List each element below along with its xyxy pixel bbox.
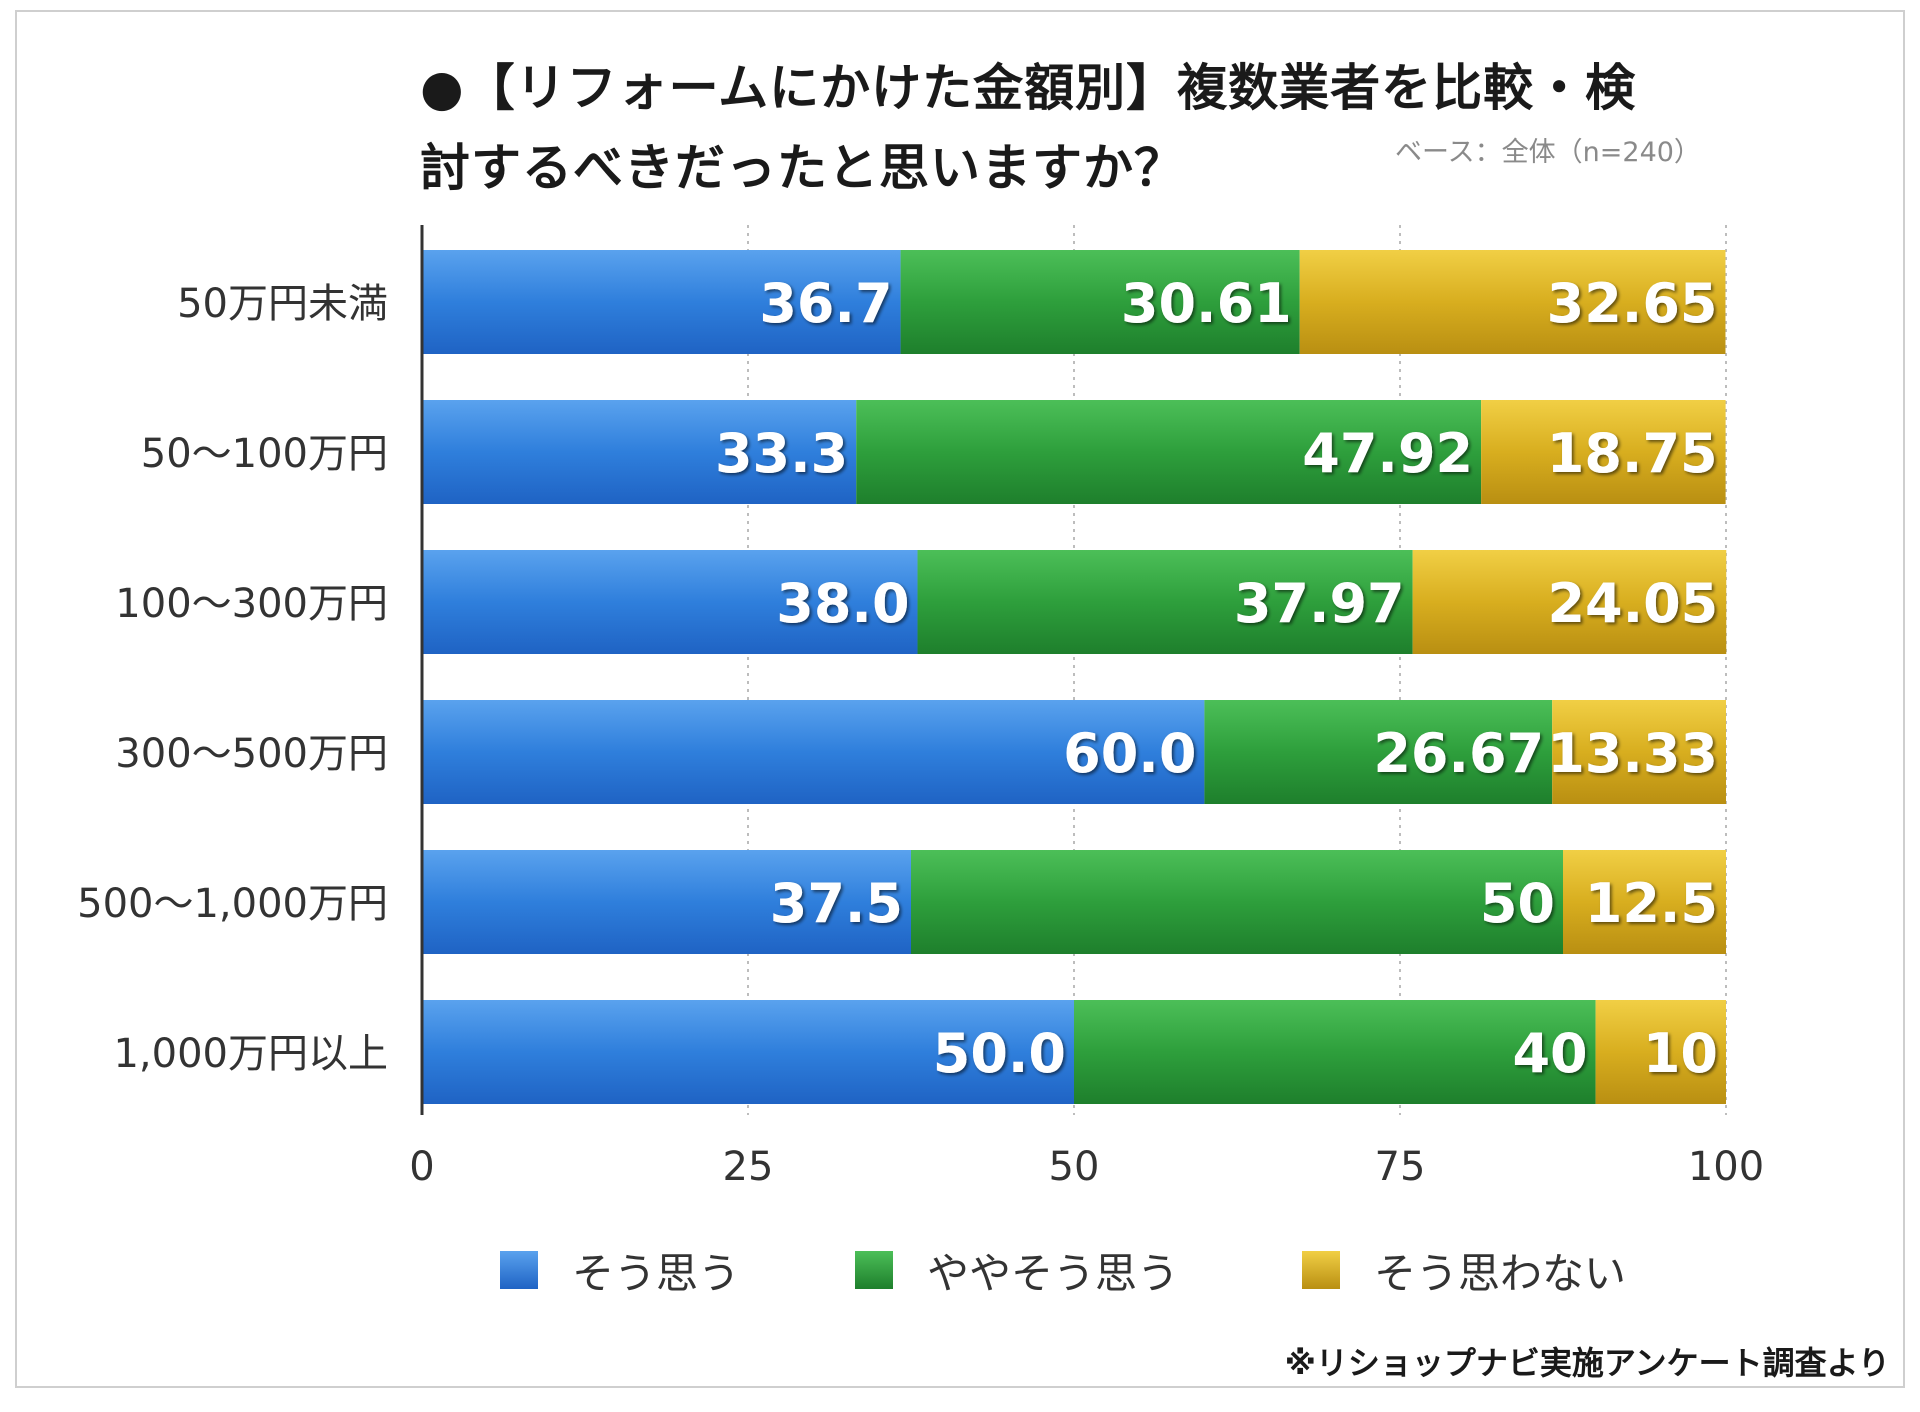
category-label: 1,000万円以上 [113, 1031, 388, 1077]
bar-seg-cat0-series2 [900, 250, 1300, 354]
data-label-cat5-series3: 10 [1643, 1022, 1718, 1085]
legend-swatch-series3 [1302, 1251, 1340, 1289]
data-label-cat2-series3: 24.05 [1547, 572, 1718, 635]
data-label-cat2-series1: 38.0 [776, 572, 909, 635]
data-label-cat5-series2: 40 [1512, 1022, 1587, 1085]
legend-item-sou-omowanai: そう思わない [1302, 1240, 1626, 1300]
bar-seg-cat5-series1 [422, 1000, 1074, 1104]
category-label: 500〜1,000万円 [77, 881, 388, 927]
data-label-cat4-series3: 12.5 [1585, 872, 1718, 935]
data-label-cat2-series2: 37.97 [1234, 572, 1405, 635]
bar-seg-cat3-series3 [1552, 700, 1726, 804]
bar-seg-cat1-series1 [422, 400, 857, 504]
chart-title-line1: ●【リフォームにかけた金額別】複数業者を比較・検 [420, 59, 1637, 117]
legend-swatch-series1 [500, 1251, 538, 1289]
base-note: ベース：全体（n=240） [1395, 137, 1701, 168]
legend-label-series2: ややそう思う [927, 1248, 1180, 1298]
chart-frame [15, 10, 1905, 1388]
data-label-cat5-series1: 50.0 [933, 1022, 1066, 1085]
bar-seg-cat1-series3 [1481, 400, 1726, 504]
category-label: 50万円未満 [177, 281, 388, 327]
legend-label-series3: そう思わない [1374, 1248, 1627, 1298]
legend-item-yaya-sou-omou: ややそう思う [855, 1240, 1179, 1300]
bar-seg-cat1-series2 [856, 400, 1482, 504]
data-label-cat4-series2: 50 [1480, 872, 1555, 935]
x-tick-label: 0 [409, 1144, 434, 1190]
bar-seg-cat4-series2 [911, 850, 1563, 954]
bar-seg-cat5-series2 [1074, 1000, 1596, 1104]
data-label-cat3-series2: 26.67 [1373, 722, 1544, 785]
x-tick-label: 50 [1049, 1144, 1100, 1190]
x-tick-label: 25 [723, 1144, 774, 1190]
data-label-cat3-series1: 60.0 [1063, 722, 1196, 785]
bar-seg-cat3-series2 [1204, 700, 1553, 804]
legend-label-series1: そう思う [572, 1248, 741, 1298]
category-label: 100〜300万円 [115, 581, 388, 627]
data-label-cat0-series3: 32.65 [1547, 272, 1718, 335]
bar-seg-cat4-series3 [1563, 850, 1726, 954]
bar-seg-cat2-series1 [422, 550, 918, 654]
legend: そう思う ややそう思う そう思わない [0, 1240, 1920, 1300]
bar-seg-cat2-series2 [917, 550, 1413, 654]
bar-seg-cat3-series1 [422, 700, 1205, 804]
data-label-cat1-series1: 33.3 [715, 422, 848, 485]
legend-item-sou-omou: そう思う [500, 1240, 740, 1300]
data-label-cat0-series1: 36.7 [759, 272, 892, 335]
bar-seg-cat0-series3 [1299, 250, 1726, 354]
bar-seg-cat0-series1 [422, 250, 901, 354]
legend-swatch-series2 [855, 1251, 893, 1289]
category-label: 300〜500万円 [115, 731, 388, 777]
data-label-cat1-series3: 18.75 [1547, 422, 1718, 485]
data-label-cat0-series2: 30.61 [1121, 272, 1292, 335]
bar-seg-cat2-series3 [1412, 550, 1727, 654]
bar-seg-cat4-series1 [422, 850, 911, 954]
chart-title-line2: 討するべきだったと思いますか？ [420, 139, 1185, 197]
x-tick-label: 75 [1375, 1144, 1426, 1190]
bar-seg-cat5-series3 [1595, 1000, 1726, 1104]
source-note: ※リショップナビ実施アンケート調査より [1284, 1344, 1890, 1382]
data-label-cat3-series3: 13.33 [1547, 722, 1718, 785]
x-tick-label: 100 [1688, 1144, 1764, 1190]
data-label-cat1-series2: 47.92 [1302, 422, 1473, 485]
data-label-cat4-series1: 37.5 [770, 872, 903, 935]
category-label: 50〜100万円 [141, 431, 388, 477]
